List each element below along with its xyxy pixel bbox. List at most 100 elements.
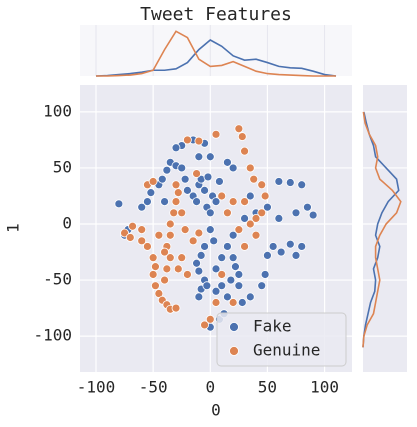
- legend-marker: [229, 346, 239, 356]
- kde-line: [95, 39, 337, 77]
- point: [173, 264, 183, 274]
- point: [183, 185, 192, 195]
- point: [171, 180, 181, 190]
- point: [160, 197, 169, 206]
- point: [211, 298, 221, 307]
- point: [217, 270, 227, 279]
- point: [223, 242, 232, 251]
- point: [125, 233, 135, 242]
- point: [202, 281, 212, 291]
- legend-label: Genuine: [253, 341, 320, 360]
- point: [260, 191, 270, 201]
- x-tick-label: -100: [77, 378, 116, 397]
- y-tick-label: 100: [43, 101, 72, 120]
- point: [297, 180, 307, 190]
- point: [245, 219, 255, 229]
- point: [183, 270, 192, 279]
- point: [173, 188, 183, 198]
- point: [217, 191, 227, 201]
- point: [177, 253, 187, 263]
- point: [137, 236, 147, 246]
- point: [148, 253, 158, 263]
- point: [209, 236, 219, 246]
- point: [211, 264, 221, 274]
- point: [183, 135, 192, 145]
- x-tick-label: 0: [205, 378, 215, 397]
- point: [268, 242, 278, 251]
- point: [148, 177, 158, 186]
- point: [194, 136, 204, 146]
- point: [196, 251, 206, 260]
- point: [148, 270, 158, 279]
- point: [228, 253, 238, 263]
- point: [200, 242, 209, 251]
- point: [226, 275, 236, 285]
- point: [308, 210, 318, 220]
- y-tick-label: -100: [33, 326, 72, 345]
- point: [234, 270, 244, 279]
- point: [251, 214, 261, 223]
- point: [257, 281, 267, 291]
- point: [240, 197, 249, 206]
- point: [188, 236, 198, 246]
- point: [203, 172, 213, 182]
- x-tick-label: 100: [310, 378, 339, 397]
- point: [285, 178, 295, 187]
- point: [228, 163, 238, 173]
- point: [297, 242, 307, 251]
- y-axis-label: 1: [4, 223, 23, 233]
- point: [263, 251, 272, 260]
- point: [291, 208, 301, 218]
- point: [114, 199, 124, 209]
- point: [291, 251, 301, 260]
- point: [231, 262, 240, 272]
- point: [211, 197, 221, 206]
- point: [165, 230, 175, 240]
- point: [217, 253, 227, 263]
- point: [234, 124, 244, 134]
- point: [146, 188, 156, 198]
- point: [157, 174, 167, 184]
- point: [137, 225, 147, 235]
- y-tick-label: -50: [43, 270, 72, 289]
- legend-label: Fake: [253, 317, 292, 336]
- point: [169, 208, 179, 218]
- point: [200, 320, 209, 330]
- x-tick-label: -50: [139, 378, 168, 397]
- point: [228, 197, 238, 206]
- point: [194, 266, 204, 276]
- point: [276, 247, 286, 257]
- point: [160, 247, 169, 257]
- point: [223, 292, 232, 302]
- kde-line: [96, 30, 336, 77]
- point: [257, 180, 267, 190]
- top-marginal-bg: [80, 25, 352, 76]
- point: [171, 197, 181, 206]
- point: [237, 298, 247, 307]
- point: [249, 174, 259, 184]
- point: [228, 298, 238, 307]
- point: [237, 132, 247, 141]
- x-axis-label: 0: [211, 401, 221, 420]
- legend-box: [216, 312, 347, 367]
- point: [143, 242, 152, 251]
- point: [263, 202, 272, 212]
- point: [257, 208, 267, 218]
- point: [165, 253, 175, 263]
- point: [171, 143, 181, 153]
- point: [177, 163, 187, 173]
- point: [177, 208, 187, 218]
- point: [251, 230, 261, 240]
- point: [205, 314, 215, 324]
- right-marginal-bg: [363, 85, 407, 372]
- point: [192, 258, 201, 268]
- point: [143, 197, 152, 206]
- point: [211, 286, 221, 296]
- point: [234, 281, 244, 291]
- point: [240, 146, 249, 156]
- chart-title: Tweet Features: [140, 4, 292, 25]
- point: [205, 152, 215, 162]
- point: [260, 270, 270, 279]
- point: [120, 228, 129, 238]
- point: [234, 225, 244, 235]
